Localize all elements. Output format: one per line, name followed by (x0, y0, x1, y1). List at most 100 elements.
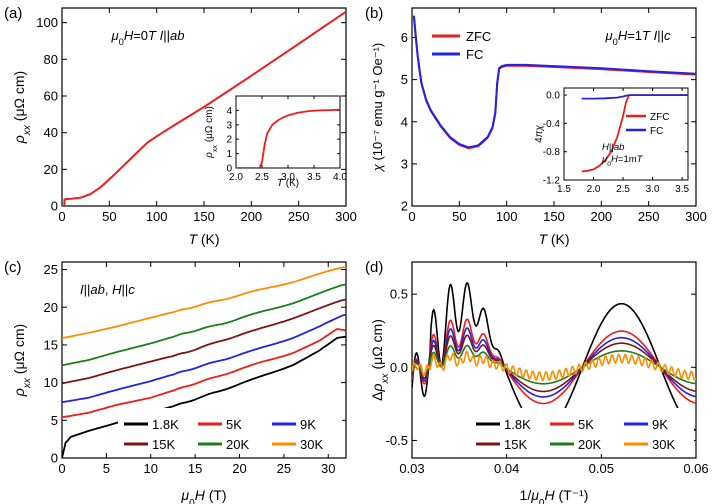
x-tick-label: 20 (232, 461, 246, 476)
x-tick-label: 2.5 (616, 184, 630, 195)
y-tick-label: 0.5 (390, 287, 408, 302)
y-tick-label: 4 (401, 114, 408, 129)
x-tick-label: 30 (321, 461, 335, 476)
y-tick-label: -0.5 (386, 433, 408, 448)
inset-y-label: ρxx (μΩ cm) (204, 106, 219, 159)
annotation: μ0H=1T I||c (604, 28, 671, 47)
inset-annotation: H||ab (602, 142, 624, 153)
x-tick-label: 150 (193, 209, 215, 224)
y-tick-label: 3 (226, 120, 232, 131)
y-axis-label: χ (10⁻⁷ emu g⁻¹ Oe⁻¹) (370, 43, 385, 172)
y-tick-label: 0.0 (390, 360, 408, 375)
y-axis-label: ρxx (μΩ cm) (11, 71, 33, 144)
y-tick-label: 25 (44, 262, 58, 277)
panel-label: (c) (4, 259, 22, 276)
panel-d: 0.03 0.04 0.05 0.06 -0.5 0.0 0.5 (d) 1/μ0H (T⁻¹)… (365, 259, 709, 504)
y-tick-label: 2 (401, 199, 408, 214)
y-axis-label: Δρxx (μΩ cm) (369, 319, 391, 401)
legend-bg (470, 408, 694, 454)
series-line-c (62, 328, 346, 419)
x-tick-label: 2.0 (587, 184, 601, 195)
y-tick-label: 15 (44, 337, 58, 352)
legend-label: 15K (504, 437, 527, 452)
y-tick-label: 0 (51, 199, 58, 214)
x-tick-label: 3.0 (646, 184, 660, 195)
x-tick-label: 25 (277, 461, 291, 476)
inset-y-label: 4πχ (534, 125, 545, 143)
x-tick-label: 0 (58, 461, 65, 476)
x-axis-label: μ0H (T) (180, 487, 226, 504)
x-tick-label: 4.0 (333, 172, 347, 183)
inset-annotation: μ0H=1mT (601, 154, 644, 168)
y-tick-label: 1 (226, 149, 232, 160)
legend-label: 20K (226, 437, 249, 452)
legend-label: 1.8K (152, 417, 179, 432)
x-tick-label: 250 (288, 209, 310, 224)
x-axis-label: T (K) (188, 231, 219, 247)
x-tick-label: 200 (240, 209, 262, 224)
legend-bg (118, 408, 342, 454)
series-line-d (412, 318, 696, 405)
x-tick-label: 150 (543, 209, 565, 224)
series-line-a (62, 10, 346, 206)
legend-label: ZFC (466, 29, 491, 44)
plot-frame (411, 261, 697, 459)
series-line-c (62, 298, 346, 385)
legend-label: 20K (578, 437, 601, 452)
x-tick-label: 300 (335, 209, 357, 224)
y-tick-label: 5 (51, 413, 58, 428)
series-line-c (62, 283, 346, 367)
inset-legend-label: FC (650, 126, 663, 137)
y-tick-label: 0 (51, 451, 58, 466)
inset-legend-label: ZFC (650, 112, 669, 123)
x-tick-label: 250 (638, 209, 660, 224)
panel-label: (a) (4, 5, 22, 22)
y-tick-label: 0.0 (546, 91, 560, 102)
series-line-c (62, 335, 346, 458)
inset-x-label: T (K) (277, 178, 299, 189)
x-tick-label: 0.05 (589, 461, 614, 476)
inset-bg (236, 96, 340, 168)
x-tick-label: 3.5 (307, 172, 321, 183)
legend-label: 30K (652, 437, 675, 452)
panel-a: 0 50 100 150 200 250 300020406080100(a)μ0H=0T … (4, 5, 357, 247)
legend-label: 5K (578, 417, 594, 432)
annotation: I||ab, H||c (80, 282, 135, 297)
y-tick-label: 2 (226, 135, 232, 146)
y-tick-label: 100 (36, 15, 58, 30)
y-tick-label: -0.8 (543, 147, 561, 158)
x-tick-label: 2.0 (229, 172, 243, 183)
x-tick-label: 3.0 (281, 172, 295, 183)
x-tick-label: 0.06 (683, 461, 708, 476)
series-line-d (412, 334, 696, 393)
y-tick-label: 10 (44, 375, 58, 390)
x-tick-label: 2.5 (255, 172, 269, 183)
legend-label: 9K (652, 417, 668, 432)
inset-series-line (581, 94, 688, 100)
x-tick-label: 100 (496, 209, 518, 224)
x-tick-label: 0 (58, 209, 65, 224)
x-tick-label: 3.5 (675, 184, 689, 195)
y-tick-label: 20 (44, 300, 58, 315)
y-tick-label: 20 (44, 162, 58, 177)
y-tick-label: 80 (44, 52, 58, 67)
x-axis-label: T (K) (538, 231, 569, 247)
x-tick-label: 200 (590, 209, 612, 224)
x-tick-label: 15 (188, 461, 202, 476)
panel-c: 0 5 10 15 20 25 30 0 5 10 15 20 25 (c) I||ab, H||c μ0H … (4, 259, 347, 504)
series-line-b (412, 15, 696, 149)
legend-label: FC (466, 47, 483, 62)
x-tick-label: 50 (452, 209, 466, 224)
panel-label: (d) (365, 259, 383, 276)
x-tick-label: 10 (144, 461, 158, 476)
x-tick-label: 50 (102, 209, 116, 224)
inset-series-line (236, 108, 340, 168)
y-tick-label: 4 (226, 106, 232, 117)
y-tick-label: -0.4 (543, 119, 561, 130)
y-tick-label: 40 (44, 125, 58, 140)
legend-label: 30K (300, 437, 323, 452)
y-tick-label: 6 (401, 30, 408, 45)
annotation: μ0H=0T I||ab (111, 28, 185, 47)
y-tick-label: 3 (401, 156, 408, 171)
x-tick-label: 5 (103, 461, 110, 476)
